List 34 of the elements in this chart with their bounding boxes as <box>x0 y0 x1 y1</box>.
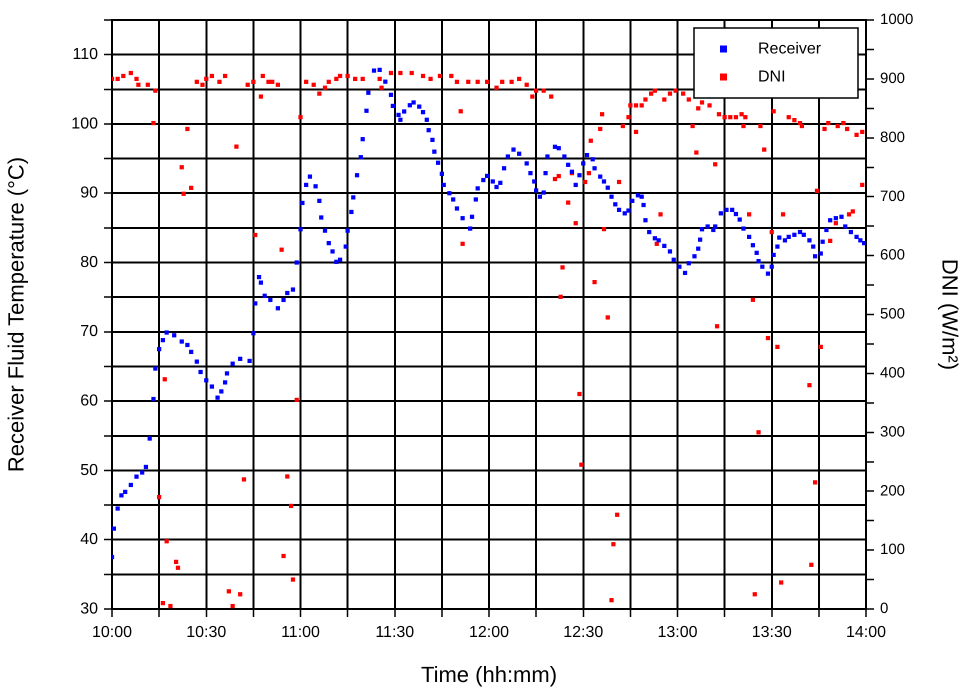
y-tick-label: 70 <box>80 323 98 340</box>
y-tick-label: 80 <box>80 254 98 271</box>
x-tick-label: 11:30 <box>375 624 414 642</box>
y2-tick-label: 900 <box>880 70 906 88</box>
y2-tick-label: 300 <box>880 423 906 440</box>
y-tick-label: 40 <box>80 531 98 548</box>
legend-label: DNI <box>758 68 786 86</box>
x-axis-title: Time (hh:mm) <box>420 662 558 687</box>
y-tick-label: 90 <box>80 184 98 202</box>
y-tick-label: 60 <box>80 392 98 410</box>
y2-tick-label: 600 <box>880 246 906 264</box>
x-tick-label: 12:00 <box>468 624 510 642</box>
y-axis-title: Receiver Fluid Temperature (°C) <box>3 156 28 472</box>
y-tick-label: 50 <box>80 462 98 479</box>
y2-tick-label: 100 <box>880 541 906 558</box>
y2-tick-label: 500 <box>880 306 906 323</box>
y-tick-label: 100 <box>71 115 98 132</box>
x-tick-label: 10:00 <box>92 624 132 642</box>
y2-tick-label: 0 <box>880 600 888 618</box>
y-tick-label: 110 <box>72 46 98 64</box>
x-tick-label: 13:30 <box>752 624 792 642</box>
y2-tick-label: 400 <box>880 364 906 382</box>
y2-tick-label: 800 <box>880 128 906 146</box>
y2-axis-title: DNI (W/m²) <box>938 258 963 370</box>
x-tick-label: 12:30 <box>563 624 604 642</box>
x-tick-label: 14:00 <box>846 624 886 642</box>
x-tick-label: 13:00 <box>657 624 698 642</box>
x-tick-label: 11:00 <box>281 624 320 642</box>
legend-label: Receiver <box>758 40 822 58</box>
y-tick-label: 30 <box>80 600 98 618</box>
y2-tick-label: 700 <box>880 188 906 205</box>
y2-tick-label: 200 <box>880 482 906 500</box>
x-tick-label: 10:30 <box>186 624 226 642</box>
y2-tick-label: 1000 <box>880 11 914 28</box>
